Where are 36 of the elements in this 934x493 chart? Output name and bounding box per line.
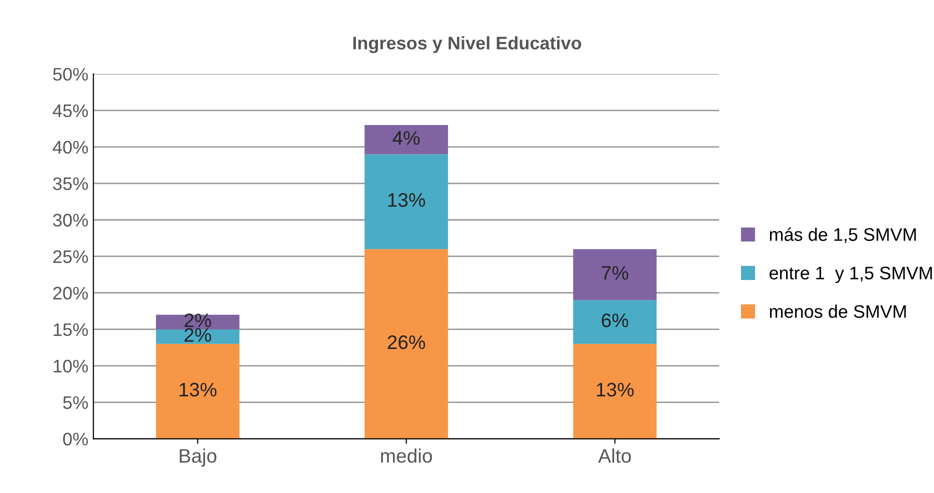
data-label: 13%: [596, 382, 634, 397]
y-tick-label: 45%: [52, 104, 88, 118]
bar: [156, 329, 240, 344]
data-label: 6%: [602, 313, 628, 328]
bar: [364, 154, 448, 250]
x-tick-label: Alto: [598, 448, 631, 463]
y-tick-label: 5%: [63, 396, 88, 410]
legend-label: más de 1,5 SMVM: [770, 227, 916, 244]
y-tick-label: 35%: [53, 177, 88, 190]
bar: [364, 249, 448, 439]
bar: [156, 344, 240, 439]
bar: [573, 300, 657, 344]
y-tick-label: 50%: [53, 68, 88, 81]
y-tick-label: 25%: [53, 250, 88, 264]
data-label: 13%: [180, 382, 216, 397]
y-tick-label: 0%: [63, 432, 88, 446]
bar: [573, 344, 657, 439]
data-label: 13%: [388, 193, 426, 207]
bar: [364, 125, 448, 154]
y-tick-label: 20%: [53, 286, 88, 300]
x-tick-label: medio: [381, 448, 432, 463]
y-tick-label: 15%: [54, 323, 88, 336]
y-tick-label: 30%: [53, 214, 88, 227]
legend-label: entre 1 y 1,5 SMVM: [770, 266, 932, 284]
bar: [573, 249, 657, 300]
data-label: 4%: [392, 131, 420, 145]
legend-label: menos de SMVM: [770, 304, 906, 318]
chart-title: Ingresos y Nivel Educativo: [353, 36, 582, 54]
y-tick-label: 10%: [54, 360, 88, 373]
data-label: 2%: [184, 313, 212, 328]
x-tick-label: Bajo: [180, 448, 216, 467]
data-label: 26%: [388, 335, 426, 350]
data-label: 2%: [184, 328, 212, 342]
bar: [156, 314, 240, 330]
y-tick-label: 40%: [52, 140, 88, 154]
data-label: 7%: [602, 266, 628, 280]
